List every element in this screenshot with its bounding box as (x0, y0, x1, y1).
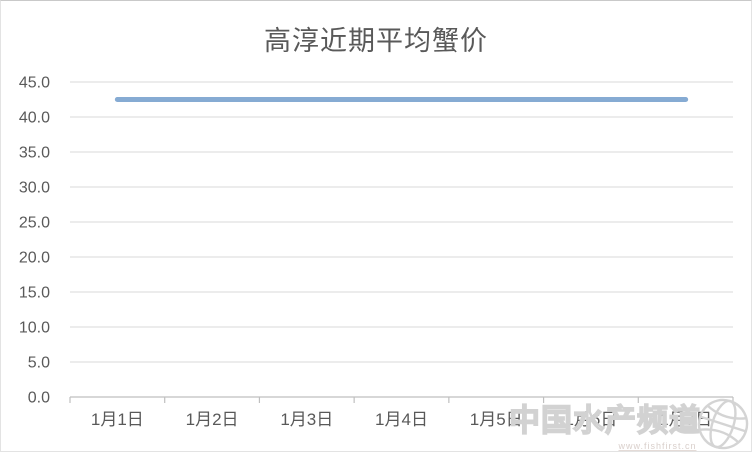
y-tick-label: 10.0 (19, 320, 50, 337)
y-tick-label: 45.0 (19, 75, 50, 92)
y-tick-label: 0.0 (28, 390, 50, 407)
y-tick-label: 40.0 (19, 110, 50, 127)
y-tick-label: 30.0 (19, 180, 50, 197)
x-tick-label: 1月3日 (280, 410, 333, 429)
x-tick-label: 1月5日 (470, 410, 523, 429)
y-tick-label: 25.0 (19, 215, 50, 232)
chart-title: 高淳近期平均蟹价 (264, 26, 488, 56)
y-tick-label: 15.0 (19, 285, 50, 302)
x-tick-label: 1月1日 (91, 410, 144, 429)
x-tick-label: 1月4日 (375, 410, 428, 429)
y-tick-label: 5.0 (28, 355, 50, 372)
x-tick-label: 1月7日 (659, 410, 712, 429)
y-tick-label: 20.0 (19, 250, 50, 267)
y-tick-label: 35.0 (19, 145, 50, 162)
x-tick-label: 1月6日 (564, 410, 617, 429)
x-tick-label: 1月2日 (186, 410, 239, 429)
